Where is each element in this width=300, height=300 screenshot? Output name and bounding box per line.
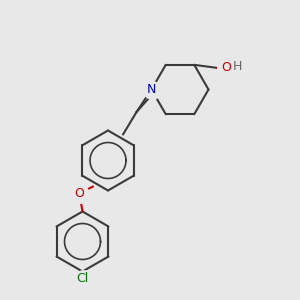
Text: O: O bbox=[75, 187, 84, 200]
Text: N: N bbox=[147, 83, 156, 96]
Text: O: O bbox=[221, 61, 231, 74]
Text: Cl: Cl bbox=[76, 272, 88, 286]
Text: H: H bbox=[233, 60, 242, 73]
